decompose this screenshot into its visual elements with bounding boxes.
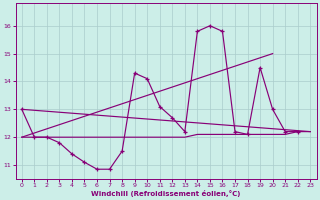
X-axis label: Windchill (Refroidissement éolien,°C): Windchill (Refroidissement éolien,°C) [91, 190, 241, 197]
